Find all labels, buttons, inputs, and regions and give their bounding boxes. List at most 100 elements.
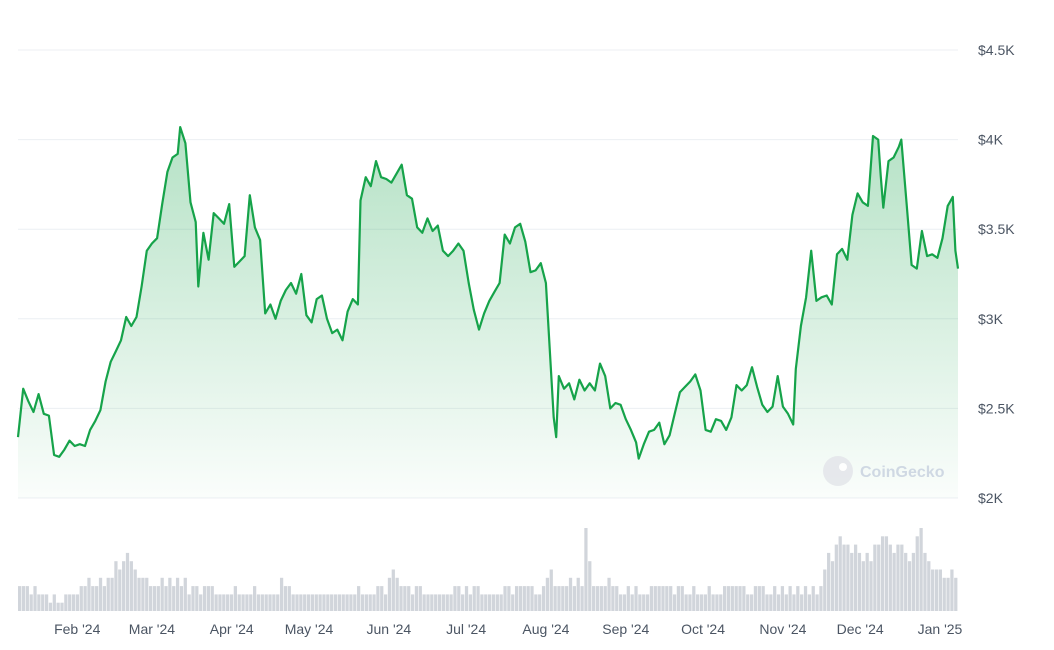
volume-bar: [588, 561, 592, 611]
y-tick-label: $2K: [978, 490, 1004, 506]
volume-bar: [495, 594, 499, 611]
volume-bar: [842, 544, 846, 611]
volume-bar: [276, 594, 280, 611]
volume-bar: [599, 586, 603, 611]
volume-bar: [484, 594, 488, 611]
volume-bar: [183, 577, 187, 611]
x-tick-label: Jun '24: [366, 621, 411, 637]
volume-bar: [942, 577, 946, 611]
x-tick-label: Nov '24: [759, 621, 806, 637]
y-tick-label: $4.5K: [978, 42, 1015, 58]
volume-bar: [773, 586, 777, 611]
volume-bar: [222, 594, 226, 611]
volume-bar: [784, 594, 788, 611]
volume-bar: [561, 586, 565, 611]
volume-bar: [233, 586, 237, 611]
volume-bar: [52, 594, 56, 611]
volume-bar: [861, 561, 865, 611]
x-tick-label: Aug '24: [522, 621, 569, 637]
volume-bar: [179, 586, 184, 611]
volume-bar: [283, 586, 288, 611]
x-tick-label: Dec '24: [837, 621, 884, 637]
volume-bar: [249, 594, 253, 611]
volume-bar: [642, 594, 646, 611]
volume-bar: [649, 586, 654, 611]
volume-bar: [430, 594, 434, 611]
volume-bar: [414, 586, 419, 611]
volume-bar: [64, 594, 68, 611]
volume-bar: [850, 552, 854, 611]
volume-bar: [41, 594, 45, 611]
volume-bar: [218, 594, 222, 611]
volume-bar: [360, 594, 365, 611]
volume-bar: [846, 544, 850, 611]
volume-bar: [923, 552, 927, 611]
volume-bar: [422, 594, 426, 611]
volume-bar: [25, 586, 29, 611]
volume-bar: [580, 586, 584, 611]
gecko-logo-icon: [823, 456, 853, 486]
volume-bar: [534, 594, 538, 611]
volume-bar: [191, 586, 195, 611]
volume-bar: [306, 594, 311, 611]
volume-bar: [684, 594, 688, 611]
price-area-fill: [18, 127, 958, 498]
volume-bar: [823, 569, 827, 611]
volume-bar: [765, 594, 769, 611]
volume-bar: [491, 594, 496, 611]
volume-bar: [553, 586, 557, 611]
volume-bar: [195, 586, 199, 611]
volume-bar: [122, 561, 126, 611]
volume-bar: [568, 577, 573, 611]
volume-bar: [719, 594, 723, 611]
volume-bar: [645, 594, 650, 611]
volume-bar: [742, 586, 746, 611]
volume-bar: [60, 602, 64, 611]
volume-bar: [295, 594, 299, 611]
volume-bar: [541, 586, 546, 611]
volume-bar: [869, 561, 873, 611]
x-tick-label: Jan '25: [918, 621, 963, 637]
volume-bar: [95, 586, 99, 611]
x-tick-label: Sep '24: [602, 621, 649, 637]
volume-bar: [507, 586, 511, 611]
price-line[interactable]: [16, 126, 960, 460]
volume-bar: [187, 594, 191, 611]
volume-bar: [91, 586, 95, 611]
volume-bar: [703, 594, 707, 611]
volume-bar: [172, 586, 176, 611]
volume-bar: [634, 586, 638, 611]
volume-bar: [318, 594, 322, 611]
volume-bar: [811, 586, 815, 611]
volume-bar: [71, 594, 76, 611]
volume-bar: [368, 594, 372, 611]
volume-bar: [407, 586, 411, 611]
y-axis-tick-labels: $4.5K $4K $3.5K $3K $2.5K $2K: [978, 42, 1015, 506]
volume-bar: [900, 544, 904, 611]
volume-bar: [387, 577, 392, 611]
volume-bar: [461, 594, 465, 611]
volume-bar: [665, 586, 669, 611]
volume-bar: [272, 594, 276, 611]
volume-bar: [199, 594, 203, 611]
volume-bar: [353, 594, 357, 611]
volume-bar: [441, 594, 446, 611]
volume-bar: [279, 577, 284, 611]
volume-bar: [672, 594, 677, 611]
volume-bar: [565, 586, 569, 611]
volume-bar: [892, 552, 896, 611]
volume-bar: [938, 569, 942, 611]
volume-bar: [488, 594, 492, 611]
volume-bar: [549, 569, 553, 611]
volume-bar: [206, 586, 211, 611]
volume-bar: [711, 594, 715, 611]
volume-bar: [792, 594, 796, 611]
volume-bar: [164, 586, 168, 611]
volume-bar: [468, 594, 472, 611]
volume-bar: [723, 586, 727, 611]
volume-bar: [526, 586, 530, 611]
volume-bar: [364, 594, 368, 611]
volume-bar: [114, 561, 118, 611]
volume-bar: [341, 594, 345, 611]
watermark: CoinGecko: [823, 456, 945, 486]
